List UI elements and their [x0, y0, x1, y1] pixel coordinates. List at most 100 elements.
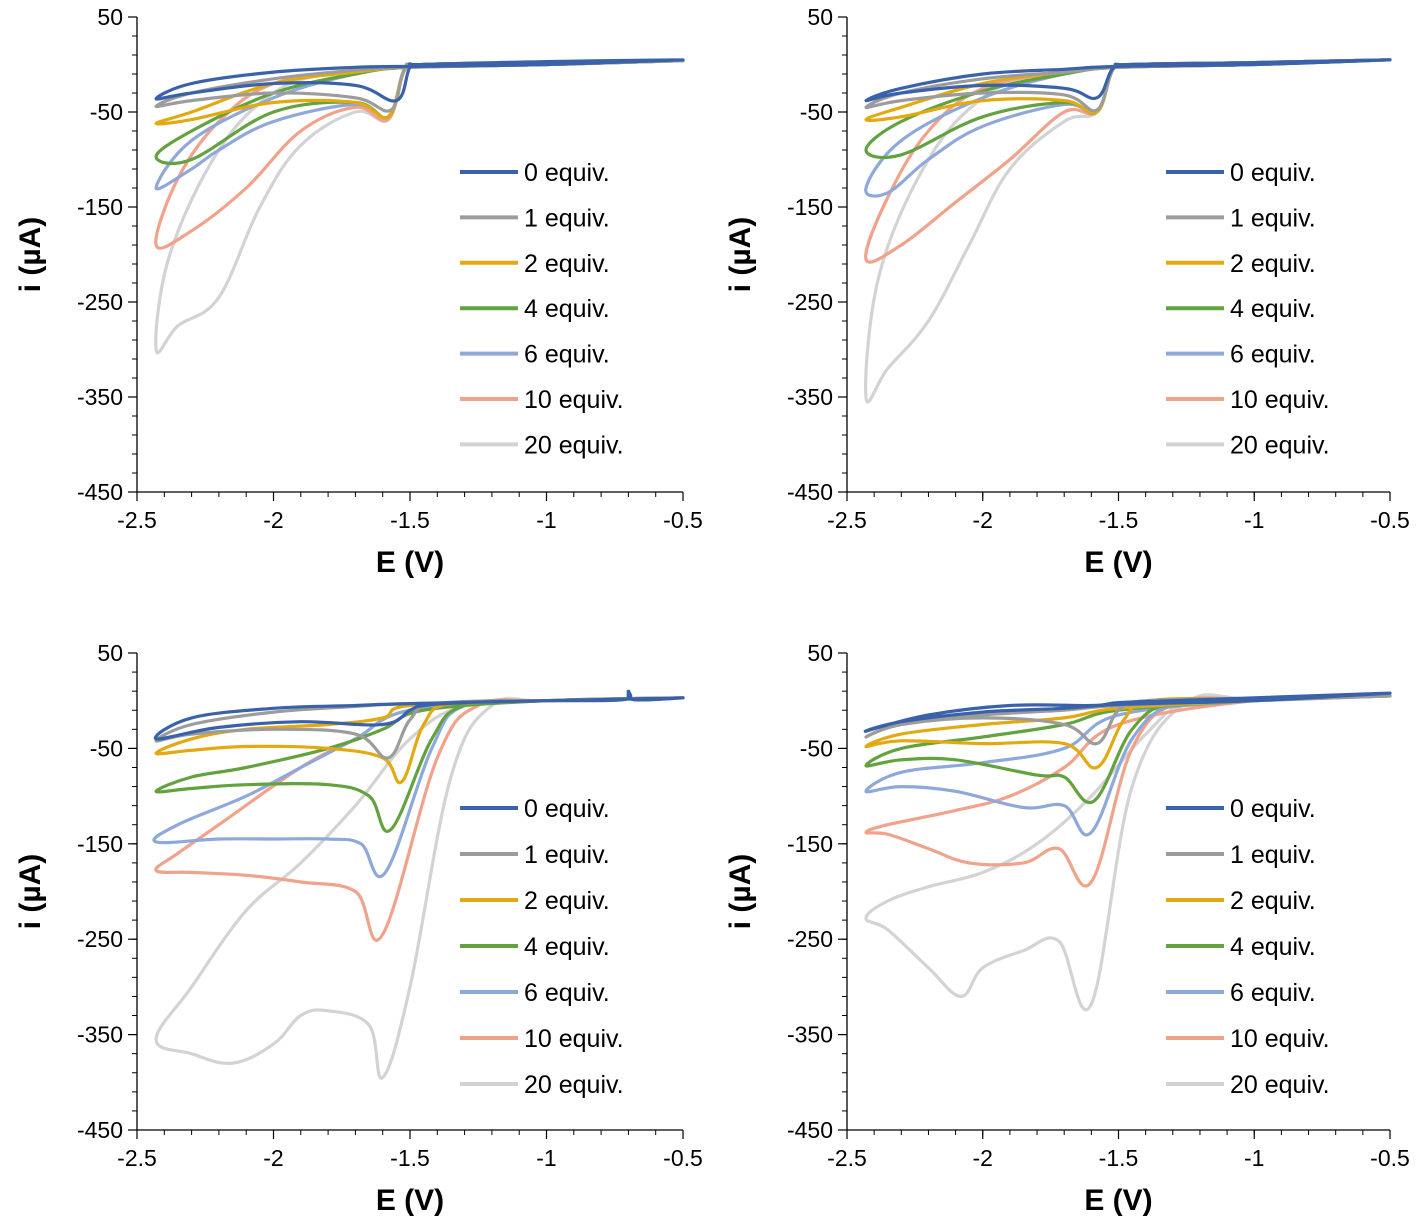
legend-label: 2 equiv.	[524, 250, 610, 278]
legend: 0 equiv. 1 equiv. 2 equiv. 4 equiv. 6 equiv.…	[1166, 159, 1330, 459]
y-tick-label: -250	[77, 926, 123, 952]
x-tick-label: -1	[536, 1145, 556, 1171]
legend-label: 0 equiv.	[524, 795, 610, 823]
x-tick-label: -1	[1244, 1145, 1264, 1171]
legend-label: 0 equiv.	[1230, 159, 1316, 187]
x-tick-label: -1	[536, 507, 556, 533]
y-tick-label: -150	[787, 194, 833, 220]
legend-label: 10 equiv.	[524, 1025, 624, 1053]
x-axis-title: E (V)	[376, 1184, 444, 1217]
series-line	[864, 693, 1392, 1012]
legend-label: 4 equiv.	[524, 295, 610, 323]
series-line	[863, 691, 1392, 733]
x-tick-label: -1.5	[1099, 507, 1139, 533]
y-tick-label: -450	[77, 479, 123, 505]
legend: 0 equiv. 1 equiv. 2 equiv. 4 equiv. 6 equiv.…	[460, 795, 624, 1099]
y-tick-label: -50	[800, 735, 833, 761]
x-tick-label: -0.5	[1370, 507, 1410, 533]
panel-4: 50 -50 -150 -250 -350 -450-2.5 -2 -1.5 -1 -0.5 E (…	[724, 640, 1410, 1217]
y-axis-title: i (µA)	[14, 854, 47, 930]
series-line	[154, 696, 685, 833]
legend-label: 6 equiv.	[1230, 979, 1316, 1007]
x-axis-title: E (V)	[1084, 1184, 1152, 1217]
y-tick-label: 50	[97, 4, 123, 30]
panel-3: 50 -50 -150 -250 -350 -450-2.5 -2 -1.5 -1 -0.5 E (…	[14, 640, 703, 1217]
legend-label: 20 equiv.	[1230, 431, 1330, 459]
series-line	[864, 58, 1392, 122]
series-line	[864, 694, 1392, 888]
legend-label: 2 equiv.	[1230, 250, 1316, 278]
series-line	[154, 58, 685, 103]
x-tick-label: -2	[263, 1145, 283, 1171]
y-tick-label: -150	[787, 831, 833, 857]
y-tick-label: -350	[787, 1022, 833, 1048]
legend-label: 1 equiv.	[524, 841, 610, 869]
x-tick-label: -2	[973, 507, 993, 533]
panel-1: 50 -50 -150 -250 -350 -450-2.5 -2 -1.5 -1 -0.5 E (…	[14, 4, 703, 579]
y-tick-label: -150	[77, 831, 123, 857]
series-line	[153, 689, 685, 741]
legend-label: 4 equiv.	[1230, 295, 1316, 323]
y-tick-label: -150	[77, 194, 123, 220]
y-tick-label: -350	[77, 384, 123, 410]
x-tick-label: -0.5	[663, 1145, 703, 1171]
legend-label: 10 equiv.	[524, 386, 624, 414]
y-tick-label: -50	[90, 99, 123, 125]
y-tick-label: -450	[787, 1117, 833, 1143]
legend-label: 1 equiv.	[1230, 204, 1316, 232]
x-tick-label: -2	[973, 1145, 993, 1171]
y-tick-label: -450	[77, 1117, 123, 1143]
legend-label: 6 equiv.	[524, 341, 610, 369]
panel-2: 50 -50 -150 -250 -350 -450-2.5 -2 -1.5 -1 -0.5 E (…	[724, 4, 1410, 579]
legend-label: 4 equiv.	[1230, 933, 1316, 961]
y-tick-label: -450	[787, 479, 833, 505]
legend-label: 6 equiv.	[524, 979, 610, 1007]
legend: 0 equiv. 1 equiv. 2 equiv. 4 equiv. 6 equiv.…	[1166, 795, 1330, 1099]
legend-label: 4 equiv.	[524, 933, 610, 961]
y-axis-title: i (µA)	[724, 217, 757, 293]
x-tick-label: -2.5	[117, 507, 157, 533]
y-tick-label: -250	[787, 289, 833, 315]
y-tick-label: -350	[787, 384, 833, 410]
legend-label: 10 equiv.	[1230, 1025, 1330, 1053]
legend-label: 20 equiv.	[524, 1071, 624, 1099]
x-axis-title: E (V)	[376, 546, 444, 579]
legend-label: 2 equiv.	[1230, 887, 1316, 915]
legend-label: 20 equiv.	[524, 431, 624, 459]
x-tick-label: -1.5	[390, 1145, 430, 1171]
y-tick-label: 50	[807, 4, 833, 30]
legend-label: 0 equiv.	[524, 159, 610, 187]
legend-label: 20 equiv.	[1230, 1071, 1330, 1099]
legend-label: 10 equiv.	[1230, 386, 1330, 414]
y-tick-label: -50	[800, 99, 833, 125]
y-axis-title: i (µA)	[14, 217, 47, 293]
legend-label: 0 equiv.	[1230, 795, 1316, 823]
y-tick-label: -350	[77, 1022, 123, 1048]
y-tick-label: 50	[97, 640, 123, 666]
x-tick-label: -1	[1244, 507, 1264, 533]
x-tick-label: -1.5	[1099, 1145, 1139, 1171]
legend-label: 6 equiv.	[1230, 341, 1316, 369]
x-tick-label: -1.5	[390, 507, 430, 533]
series-line	[154, 696, 685, 1080]
x-tick-label: -2.5	[827, 507, 867, 533]
x-tick-label: -0.5	[663, 507, 703, 533]
x-tick-label: -2.5	[117, 1145, 157, 1171]
legend: 0 equiv. 1 equiv. 2 equiv. 4 equiv. 6 equiv.…	[460, 159, 624, 459]
legend-label: 2 equiv.	[524, 887, 610, 915]
x-tick-label: -2	[263, 507, 283, 533]
series-line	[864, 58, 1392, 103]
x-tick-label: -0.5	[1370, 1145, 1410, 1171]
series-line	[864, 694, 1392, 837]
legend-label: 1 equiv.	[1230, 841, 1316, 869]
y-axis-title: i (µA)	[724, 854, 757, 930]
y-tick-label: -250	[787, 926, 833, 952]
x-tick-label: -2.5	[827, 1145, 867, 1171]
y-tick-label: -250	[77, 289, 123, 315]
y-tick-label: 50	[807, 640, 833, 666]
series-line	[152, 696, 685, 879]
x-axis-title: E (V)	[1084, 546, 1152, 579]
y-tick-label: -50	[90, 735, 123, 761]
series-line	[154, 696, 685, 785]
